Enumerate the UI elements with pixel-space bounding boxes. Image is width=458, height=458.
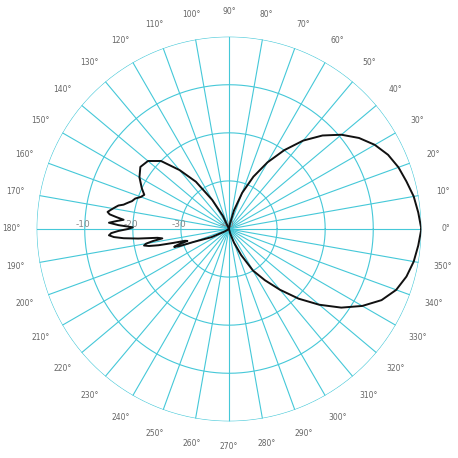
Text: 0°: 0° xyxy=(442,224,451,234)
Text: 150°: 150° xyxy=(32,116,50,125)
Text: 120°: 120° xyxy=(111,36,130,45)
Text: 300°: 300° xyxy=(328,413,347,422)
Text: 250°: 250° xyxy=(146,429,164,438)
Text: -10: -10 xyxy=(76,220,90,229)
Text: 20°: 20° xyxy=(426,150,440,159)
Text: 270°: 270° xyxy=(220,442,238,451)
Text: 30°: 30° xyxy=(410,116,424,125)
Text: 70°: 70° xyxy=(296,20,310,29)
Text: -20: -20 xyxy=(124,220,138,229)
Text: 170°: 170° xyxy=(6,187,24,196)
Text: -40: -40 xyxy=(220,220,234,229)
Text: 320°: 320° xyxy=(387,364,405,373)
Text: 340°: 340° xyxy=(424,299,442,308)
Text: 330°: 330° xyxy=(408,333,426,342)
Text: 240°: 240° xyxy=(111,413,130,422)
Text: 190°: 190° xyxy=(6,262,24,271)
Text: 200°: 200° xyxy=(16,299,34,308)
Text: 50°: 50° xyxy=(362,58,376,67)
Text: 110°: 110° xyxy=(146,20,164,29)
Text: 10°: 10° xyxy=(436,187,450,196)
Text: 60°: 60° xyxy=(331,36,344,45)
Text: 100°: 100° xyxy=(182,11,201,19)
Text: 90°: 90° xyxy=(222,7,236,16)
Text: 310°: 310° xyxy=(360,391,378,400)
Text: 180°: 180° xyxy=(2,224,21,234)
Text: 280°: 280° xyxy=(257,439,276,447)
Text: 220°: 220° xyxy=(54,364,71,373)
Text: 290°: 290° xyxy=(294,429,312,438)
Text: -30: -30 xyxy=(172,220,186,229)
Text: 210°: 210° xyxy=(32,333,50,342)
Text: 230°: 230° xyxy=(80,391,98,400)
Text: 130°: 130° xyxy=(80,58,98,67)
Text: 140°: 140° xyxy=(53,85,71,94)
Text: 350°: 350° xyxy=(434,262,453,271)
Text: 260°: 260° xyxy=(182,439,201,447)
Text: 80°: 80° xyxy=(260,11,273,19)
Text: 160°: 160° xyxy=(16,150,34,159)
Text: 40°: 40° xyxy=(389,85,402,94)
